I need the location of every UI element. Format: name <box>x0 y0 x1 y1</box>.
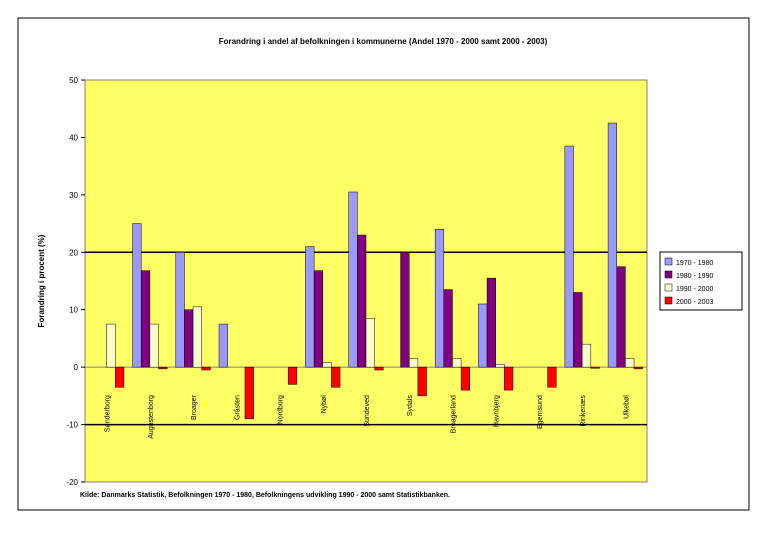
y-tick-label: 20 <box>69 248 78 257</box>
x-tick-label: Augustenborg <box>148 395 155 439</box>
x-tick-label: Sydals <box>407 395 414 417</box>
bar <box>616 266 626 368</box>
bar <box>581 343 592 368</box>
bar <box>106 323 116 368</box>
bar <box>564 145 574 368</box>
y-tick-label: 50 <box>69 76 78 85</box>
bar <box>547 366 557 388</box>
bar <box>218 323 228 368</box>
legend-box <box>659 251 743 311</box>
y-tick-label: 30 <box>69 191 78 200</box>
bar <box>175 252 185 368</box>
y-tick-label: -10 <box>66 421 78 430</box>
bar <box>158 366 168 370</box>
y-tick-label: 40 <box>69 133 78 142</box>
bar <box>115 366 125 388</box>
bar <box>478 303 488 368</box>
x-tick-label: Havnbjerg <box>494 395 501 427</box>
bar <box>149 323 159 368</box>
x-tick-label: Broager <box>191 394 198 420</box>
bar <box>443 289 453 368</box>
legend-swatch <box>664 296 673 305</box>
bar <box>408 358 419 368</box>
bar <box>322 362 332 368</box>
x-tick-label: Sønderborg <box>105 395 112 432</box>
bar <box>244 366 254 420</box>
bar <box>140 270 151 368</box>
legend-label: 2000 - 2003 <box>676 299 713 306</box>
y-tick-label: 10 <box>69 306 78 315</box>
bar <box>192 306 202 368</box>
bar <box>590 366 600 369</box>
bar <box>495 364 505 368</box>
x-tick-label: Ulkebøl <box>623 395 630 419</box>
x-tick-label: Nordborg <box>278 395 285 424</box>
bar <box>305 246 315 368</box>
bar <box>625 358 635 368</box>
x-tick-label: Broagerland <box>450 395 457 433</box>
y-tick-label: 0 <box>74 363 79 372</box>
bar <box>400 252 410 368</box>
bar <box>486 277 496 368</box>
x-tick-label: Rinkenæs <box>580 395 587 427</box>
legend-label: 1990 - 2000 <box>676 286 713 293</box>
bar <box>633 366 643 370</box>
x-tick-label: Nybøl <box>321 395 328 414</box>
bar <box>365 318 375 368</box>
bar <box>434 229 445 368</box>
bar <box>331 366 341 388</box>
bar <box>417 366 427 397</box>
bar <box>184 309 194 368</box>
bar <box>348 191 358 368</box>
bar <box>452 358 462 368</box>
legend-label: 1970 - 1980 <box>676 260 713 267</box>
bar <box>287 366 298 385</box>
bar <box>374 366 384 371</box>
legend-label: 1980 - 1990 <box>676 273 713 280</box>
source-note: Kilde: Danmarks Statistik, Befolkningen … <box>80 492 450 499</box>
bar <box>313 270 324 368</box>
bar <box>357 234 367 368</box>
bar <box>132 223 142 368</box>
x-tick-label: Sundeved <box>364 395 371 427</box>
bar <box>607 122 617 368</box>
bar <box>573 292 583 368</box>
bar <box>460 366 471 391</box>
legend-swatch <box>664 270 673 279</box>
bar <box>201 366 211 371</box>
chart-title: Forandring i andel af befolkningen i kom… <box>219 37 548 46</box>
legend-swatch <box>664 257 673 266</box>
legend-swatch <box>664 283 673 292</box>
y-axis-label: Forandring i procent (%) <box>37 234 46 327</box>
bar <box>504 366 514 391</box>
x-tick-label: Gråsten <box>233 395 241 420</box>
x-tick-label: Egernsund <box>537 395 544 429</box>
y-tick-label: -20 <box>66 478 78 487</box>
